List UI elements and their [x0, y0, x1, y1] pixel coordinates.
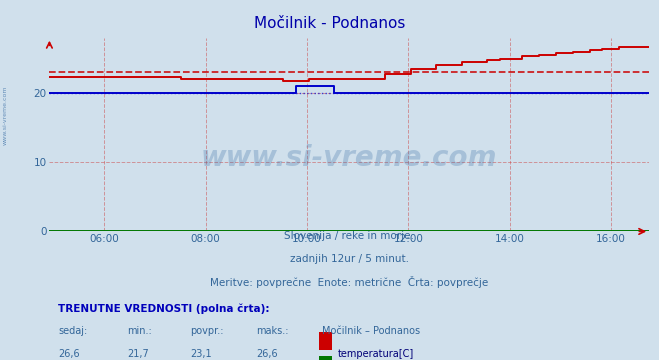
Text: min.:: min.:: [127, 327, 152, 336]
Text: Močilnik - Podnanos: Močilnik - Podnanos: [254, 16, 405, 31]
Text: sedaj:: sedaj:: [59, 327, 88, 336]
Text: 23,1: 23,1: [190, 349, 212, 359]
Text: temperatura[C]: temperatura[C]: [337, 349, 414, 359]
Text: 26,6: 26,6: [59, 349, 80, 359]
Text: 26,6: 26,6: [256, 349, 278, 359]
Bar: [320, 356, 333, 360]
Text: www.si-vreme.com: www.si-vreme.com: [3, 85, 8, 145]
Text: Močilnik – Podnanos: Močilnik – Podnanos: [322, 327, 420, 336]
Text: Slovenija / reke in morje.: Slovenija / reke in morje.: [284, 231, 415, 242]
Text: zadnjih 12ur / 5 minut.: zadnjih 12ur / 5 minut.: [290, 254, 409, 264]
Text: TRENUTNE VREDNOSTI (polna črta):: TRENUTNE VREDNOSTI (polna črta):: [59, 304, 270, 314]
Bar: [320, 332, 333, 350]
Text: maks.:: maks.:: [256, 327, 289, 336]
Text: povpr.:: povpr.:: [190, 327, 224, 336]
Text: www.si-vreme.com: www.si-vreme.com: [201, 144, 498, 172]
Text: 21,7: 21,7: [127, 349, 149, 359]
Text: Meritve: povprečne  Enote: metrične  Črta: povprečje: Meritve: povprečne Enote: metrične Črta:…: [210, 276, 488, 288]
